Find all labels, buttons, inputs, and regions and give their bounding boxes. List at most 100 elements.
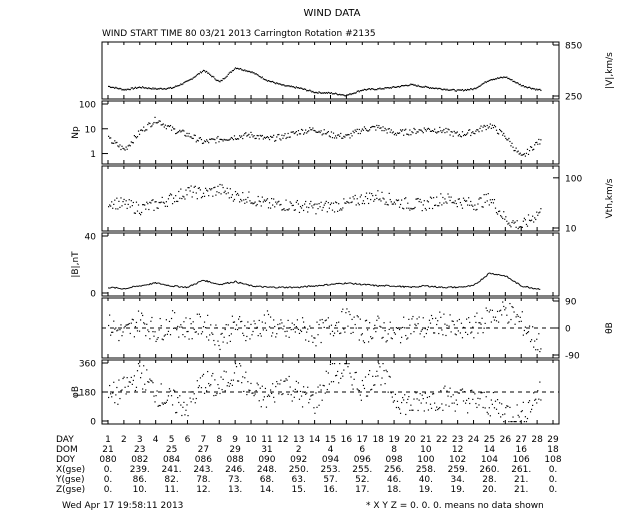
- table-cell-doy: 090: [258, 455, 275, 465]
- data-point: [362, 200, 365, 202]
- data-point: [208, 195, 210, 197]
- data-point: [262, 399, 264, 401]
- table-cell-dom: 23: [134, 445, 145, 455]
- data-point: [499, 77, 501, 79]
- series-segment: [167, 284, 170, 287]
- data-point: [237, 194, 240, 196]
- data-point: [203, 321, 206, 323]
- data-point: [426, 86, 428, 88]
- data-point: [397, 406, 400, 409]
- data-point: [299, 87, 302, 89]
- data-point: [126, 88, 128, 90]
- data-point: [110, 334, 112, 336]
- data-point: [144, 130, 146, 132]
- data-point: [297, 382, 300, 384]
- series-segment: [482, 277, 484, 280]
- data-point: [326, 211, 328, 213]
- data-point: [357, 389, 359, 391]
- series-segment: [195, 283, 197, 285]
- data-point: [494, 126, 497, 128]
- data-point: [181, 130, 183, 132]
- data-point: [369, 88, 371, 90]
- data-point: [123, 327, 125, 329]
- data-point: [478, 131, 480, 133]
- data-point: [411, 318, 413, 320]
- series-segment: [137, 285, 140, 287]
- data-point: [425, 209, 427, 211]
- y-tick-label: 180: [79, 389, 96, 399]
- data-point: [358, 389, 360, 392]
- data-point: [359, 196, 361, 198]
- data-point: [438, 205, 440, 207]
- series-segment: [473, 283, 476, 285]
- data-point: [507, 223, 509, 225]
- data-point: [405, 84, 407, 86]
- data-point: [528, 219, 531, 221]
- data-point: [470, 88, 472, 90]
- series-segment: [241, 282, 244, 285]
- data-point: [353, 132, 355, 134]
- data-point: [438, 131, 440, 133]
- data-point: [443, 88, 445, 90]
- data-point: [517, 82, 519, 84]
- table-cell-zgse: 16.: [323, 485, 337, 495]
- data-point: [134, 212, 137, 214]
- data-point: [504, 218, 506, 220]
- data-point: [152, 123, 154, 125]
- data-point: [262, 138, 264, 140]
- data-point: [428, 396, 431, 398]
- data-point: [289, 136, 291, 138]
- data-point: [269, 207, 272, 209]
- data-point: [196, 73, 198, 76]
- data-point: [416, 398, 418, 400]
- data-point: [385, 87, 387, 89]
- series-segment: [229, 281, 232, 284]
- data-point: [208, 72, 210, 74]
- data-point: [179, 326, 181, 328]
- data-point: [458, 89, 460, 91]
- data-point: [196, 380, 198, 382]
- series-segment: [536, 287, 539, 290]
- data-point: [355, 327, 357, 329]
- data-point: [186, 80, 188, 82]
- data-point: [467, 333, 469, 336]
- data-point: [481, 206, 483, 208]
- data-point: [349, 372, 351, 374]
- data-point: [252, 203, 254, 205]
- data-point: [356, 128, 358, 130]
- data-point: [177, 200, 179, 203]
- data-point: [217, 383, 219, 386]
- series-segment: [251, 284, 253, 287]
- data-point: [271, 335, 273, 337]
- data-point: [228, 139, 230, 141]
- table-cell-zgse: 18.: [387, 485, 401, 495]
- y-tick-label: 360: [79, 360, 96, 370]
- data-point: [351, 93, 353, 95]
- data-point: [455, 399, 457, 401]
- data-point: [180, 83, 182, 85]
- data-point: [501, 216, 503, 218]
- data-point: [222, 186, 224, 189]
- data-point: [376, 370, 378, 372]
- data-point: [111, 86, 113, 89]
- series-segment: [299, 286, 302, 289]
- series-segment: [496, 273, 499, 276]
- series-segment: [124, 288, 126, 290]
- data-point: [215, 79, 217, 81]
- data-point: [246, 135, 248, 137]
- data-point: [346, 363, 348, 365]
- data-point: [424, 328, 426, 330]
- data-point: [157, 88, 159, 90]
- data-point: [463, 327, 466, 329]
- data-point: [484, 201, 486, 204]
- data-point: [539, 381, 541, 383]
- data-point: [452, 394, 454, 396]
- data-point: [376, 319, 378, 321]
- data-point: [187, 187, 189, 189]
- data-point: [518, 320, 520, 323]
- data-point: [250, 71, 252, 74]
- data-point: [455, 334, 457, 336]
- data-point: [219, 348, 221, 351]
- data-point: [511, 79, 513, 81]
- data-point: [482, 126, 484, 128]
